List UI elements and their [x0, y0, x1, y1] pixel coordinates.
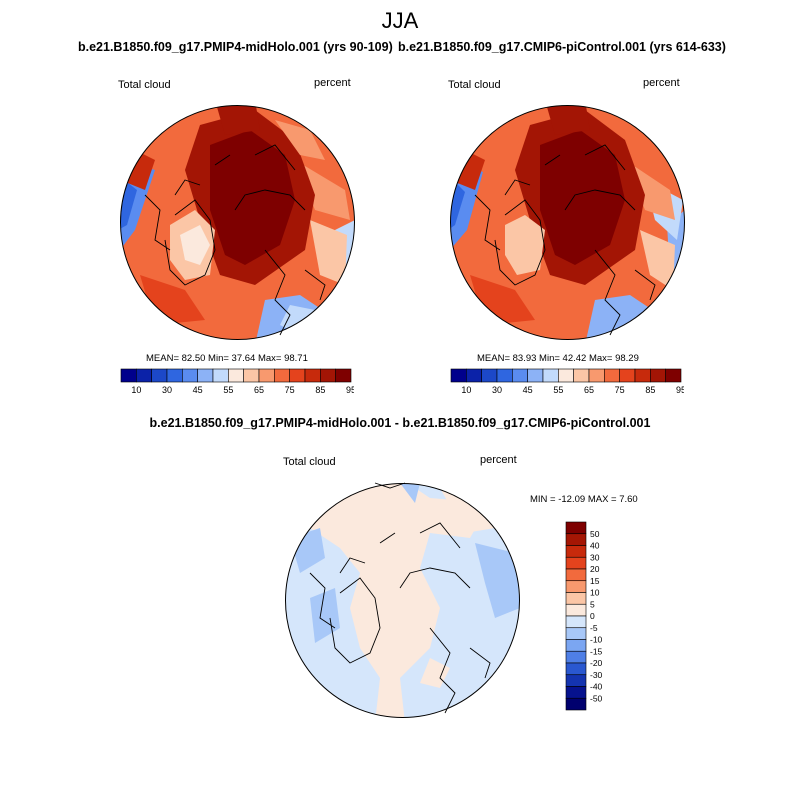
difference-colorbar-tick-label: -40 [590, 682, 603, 692]
panel-2-colorbar-swatch [604, 368, 620, 383]
panel-2-colorbar-swatch [558, 368, 574, 383]
difference-title: b.e21.B1850.f09_g17.PMIP4-midHolo.001 - … [149, 416, 651, 430]
difference-colorbar-tick-label: -20 [590, 658, 603, 668]
difference-colorbar-tick-label: 15 [590, 576, 600, 586]
panel-1-title: b.e21.B1850.f09_g17.PMIP4-midHolo.001 (y… [78, 40, 393, 54]
panel-1-colorbar-swatch [120, 368, 137, 383]
difference-map [280, 478, 525, 728]
difference-colorbar-swatch [565, 627, 587, 640]
difference-colorbar-tick-label: -30 [590, 670, 603, 680]
panel-2-colorbar-swatch [588, 368, 605, 383]
difference-colorbar-swatch [565, 556, 587, 570]
difference-colorbar-swatch [565, 639, 587, 652]
panel-2-colorbar-swatch [481, 368, 498, 383]
difference-colorbar-swatch [565, 662, 587, 676]
panel-1-colorbar-swatch [136, 368, 152, 383]
panel-2-colorbar-tick-label: 55 [553, 385, 563, 395]
difference-colorbar-tick-label: -15 [590, 646, 603, 656]
panel-1-stats: MEAN= 82.50 Min= 37.64 Max= 98.71 [146, 353, 308, 364]
panel-1-colorbar-swatch [274, 368, 290, 383]
panel-1-colorbar-tick-label: 55 [223, 385, 233, 395]
panel-2-colorbar-swatch [619, 368, 636, 383]
difference-variable-label: Total cloud [283, 456, 336, 468]
panel-1-colorbar-tick-label: 65 [254, 385, 264, 395]
panel-2-map [445, 100, 690, 350]
season-title: JJA [381, 8, 419, 33]
panel-1-colorbar: 10 30 45 55 65 75 85 95 [120, 368, 354, 395]
panel-1-colorbar-swatch [258, 368, 275, 383]
panel-1-colorbar-tick-label: 10 [131, 385, 141, 395]
panel-2-colorbar-tick-label: 75 [615, 385, 625, 395]
panel-2-colorbar-swatch [573, 368, 590, 383]
panel-2-variable-label: Total cloud [448, 79, 501, 91]
panel-2-colorbar-swatch [542, 368, 559, 383]
panel-1-map [115, 100, 360, 350]
difference-units-label: percent [480, 454, 517, 466]
panel-2-colorbar-swatch [650, 368, 666, 383]
panel-1-colorbar-swatch [335, 368, 352, 383]
panel-1-colorbar-tick-label: 75 [285, 385, 295, 395]
panel-1-variable-label: Total cloud [118, 79, 171, 91]
difference-stats: MIN = -12.09 MAX = 7.60 [530, 494, 638, 505]
difference-colorbar-swatch [565, 545, 587, 558]
panel-2-title: b.e21.B1850.f09_g17.CMIP6-piControl.001 … [398, 40, 726, 54]
panel-2-colorbar-tick-label: 85 [645, 385, 655, 395]
difference-colorbar-tick-label: -10 [590, 635, 603, 645]
difference-colorbar-tick-label: -50 [590, 693, 603, 703]
panel-2-stats: MEAN= 83.93 Min= 42.42 Max= 98.29 [477, 353, 639, 364]
difference-colorbar-swatch [565, 686, 587, 699]
panel-2-colorbar-swatch [450, 368, 467, 383]
panel-2-colorbar-tick-label: 45 [523, 385, 533, 395]
panel-1-colorbar-swatch [320, 368, 336, 383]
panel-2-colorbar-tick-label: 95 [676, 385, 684, 395]
panel-1-colorbar-swatch [166, 368, 183, 383]
difference-colorbar-swatch [565, 650, 587, 664]
difference-colorbar-swatch [565, 674, 587, 687]
panel-1-colorbar-tick-label: 95 [346, 385, 354, 395]
difference-colorbar-swatch [565, 568, 587, 582]
panel-1-colorbar-tick-label: 85 [315, 385, 325, 395]
difference-colorbar-tick-label: 5 [590, 599, 595, 609]
panel-2-units-label: percent [643, 77, 680, 89]
panel-1-colorbar-swatch [182, 368, 198, 383]
difference-colorbar-swatch [565, 580, 587, 593]
panel-1-units-label: percent [314, 77, 351, 89]
panel-1-colorbar-swatch [243, 368, 260, 383]
difference-colorbar-swatch [565, 697, 587, 711]
difference-colorbar-swatch [565, 592, 587, 605]
panel-1-colorbar-tick-label: 45 [193, 385, 203, 395]
difference-colorbar-tick-label: 10 [590, 588, 600, 598]
panel-2-colorbar-swatch [496, 368, 513, 383]
panel-1-colorbar-tick-label: 30 [162, 385, 172, 395]
panel-2-colorbar: 10 30 45 55 65 75 85 95 [450, 368, 684, 395]
difference-colorbar-tick-label: 20 [590, 564, 600, 574]
panel-2-colorbar-swatch [466, 368, 482, 383]
panel-1-colorbar-swatch [212, 368, 229, 383]
difference-colorbar-tick-label: 0 [590, 611, 595, 621]
panel-1-colorbar-swatch [151, 368, 168, 383]
difference-colorbar-swatch [565, 615, 587, 629]
panel-1-colorbar-swatch [289, 368, 306, 383]
difference-colorbar-swatch [565, 533, 587, 546]
panel-2-colorbar-swatch [665, 368, 682, 383]
panel-2-colorbar-swatch [512, 368, 528, 383]
difference-colorbar-tick-label: -5 [590, 623, 598, 633]
panel-2-colorbar-tick-label: 65 [584, 385, 594, 395]
difference-colorbar-tick-label: 50 [590, 529, 600, 539]
panel-2-colorbar-swatch [634, 368, 651, 383]
panel-2-colorbar-tick-label: 30 [492, 385, 502, 395]
panel-2-colorbar-swatch [527, 368, 544, 383]
difference-colorbar-tick-label: 40 [590, 541, 600, 551]
panel-1-colorbar-swatch [197, 368, 214, 383]
difference-colorbar-swatch [565, 521, 587, 535]
difference-colorbar-tick-label: 30 [590, 552, 600, 562]
difference-colorbar-swatch [565, 603, 587, 617]
panel-2-colorbar-tick-label: 10 [461, 385, 471, 395]
panel-1-colorbar-swatch [228, 368, 244, 383]
panel-1-colorbar-swatch [304, 368, 321, 383]
